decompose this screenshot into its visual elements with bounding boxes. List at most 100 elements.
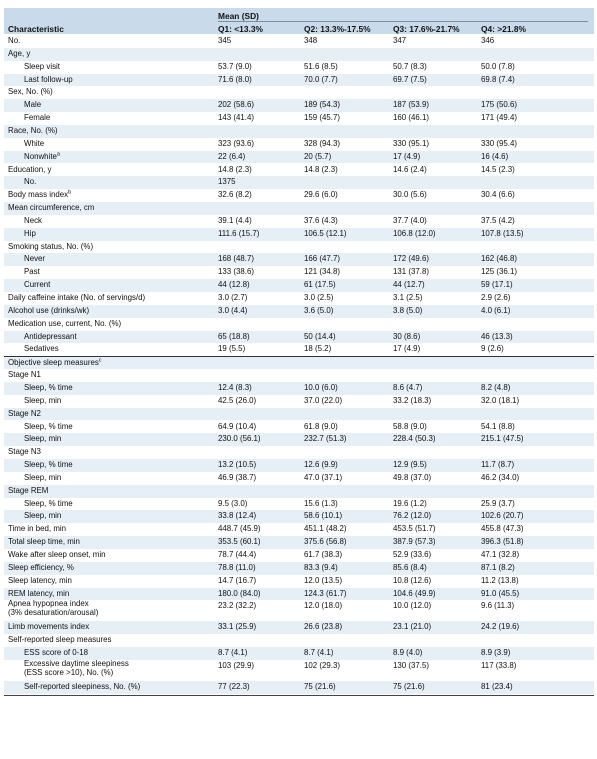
row-label: Time in bed, min [8, 523, 66, 536]
row-label: Hip [24, 228, 36, 241]
cell-q3: 131 (37.8) [393, 267, 429, 277]
table-row: Sleep visit 53.7 (9.0) 51.6 (8.5) 50.7 (8.3… [4, 61, 594, 74]
row-label-text: Daily caffeine intake (No. of servings/d… [8, 293, 146, 302]
cell-q2: 61 (17.5) [304, 280, 336, 290]
cell-q2: 10.0 (6.0) [304, 382, 338, 392]
cell-q3: 347 [393, 36, 407, 45]
cell-q1: 44 (12.8) [218, 280, 250, 290]
table-row: Body mass indexb 32.6 (8.2) 29.6 (6.0) 30.0… [4, 189, 594, 202]
cell-q4: 396.3 (51.8) [481, 537, 524, 547]
cell-q2: 51.6 (8.5) [304, 61, 338, 71]
table-row: Sleep, % time 13.2 (10.5) 12.6 (9.9) 12.9 (… [4, 459, 594, 472]
table-row: Male 202 (58.6) 189 (54.3) 187 (53.9) 175 (5… [4, 99, 594, 113]
cell-q1: 32.6 (8.2) [218, 190, 252, 200]
cell-q1: 103 (29.9) [218, 660, 254, 670]
row-label: Excessive daytime sleepiness (ESS score >… [24, 659, 129, 677]
cell-q2: 26.6 (23.8) [304, 622, 343, 632]
row-label: Apnea hypopnea index (3% desaturation/aro… [8, 600, 98, 617]
cell-q2: 75 (21.6) [304, 681, 336, 691]
row-label: Sleep, min [24, 433, 61, 446]
table-row: Time in bed, min 448.7 (45.9) 451.1 (48.2)… [4, 523, 594, 536]
cell-q4: 8.2 (4.8) [481, 382, 511, 392]
cell-q1: 111.6 (15.7) [218, 228, 260, 238]
cell-q1: 42.5 (26.0) [218, 395, 257, 405]
cell-q3: 130 (37.5) [393, 660, 429, 670]
cell-q3: 75 (21.6) [393, 681, 425, 691]
cell-q3: 69.7 (7.5) [393, 74, 427, 84]
cell-q3: 49.8 (37.0) [393, 472, 432, 482]
row-label-text: Last follow-up [24, 74, 73, 84]
cell-q1: 33.1 (25.9) [218, 622, 257, 632]
row-label-text: Neck [24, 215, 42, 225]
table-row: White 323 (93.6) 328 (94.3) 330 (95.1) 330 (… [4, 138, 594, 151]
row-label: Last follow-up [24, 74, 73, 87]
cell-q3: 52.9 (33.6) [393, 550, 432, 559]
cell-q4: 9 (2.6) [481, 344, 504, 354]
row-label: Sex, No. (%) [8, 86, 53, 99]
table-row: Nonwhitea 22 (6.4) 20 (5.7) 17 (4.9) 16 (4.6… [4, 150, 594, 164]
cell-q2: 106.5 (12.1) [304, 228, 347, 238]
cell-q2: 328 (94.3) [304, 138, 340, 148]
table-row: Sleep, min 46.9 (38.7) 47.0 (37.1) 49.8 (37… [4, 472, 594, 485]
cell-q1: 77 (22.3) [218, 681, 250, 691]
cell-q2: 15.6 (1.3) [304, 498, 338, 508]
row-label: Alcohol use (drinks/wk) [8, 305, 89, 318]
cell-q1: 53.7 (9.0) [218, 61, 252, 71]
row-label: Wake after sleep onset, min [8, 549, 106, 562]
row-label-text: Self-reported sleep measures [8, 635, 112, 645]
row-label-text: Apnea hypopnea index [8, 599, 89, 609]
cell-q3: 172 (49.6) [393, 254, 429, 264]
row-label: Sleep, min [24, 510, 61, 523]
row-label: White [24, 138, 44, 151]
table-row: Objective sleep measuresc [4, 356, 594, 370]
cell-q2: 20 (5.7) [304, 151, 332, 161]
footnote-marker: b [68, 189, 72, 196]
row-label-text: Sleep, % time [24, 460, 73, 470]
table-row: Never 168 (48.7) 166 (47.7) 172 (49.6) 162 (… [4, 253, 594, 267]
cell-q3: 19.6 (1.2) [393, 498, 427, 508]
cell-q4: 175 (50.6) [481, 100, 517, 110]
row-label: Stage N2 [8, 408, 41, 421]
table-row: Stage N1 [4, 369, 594, 382]
table-row: Smoking status, No. (%) [4, 241, 594, 254]
cell-q3: 17 (4.9) [393, 344, 421, 354]
row-label: Female [24, 112, 50, 125]
cell-q3: 50.7 (8.3) [393, 61, 427, 71]
cell-q1: 71.6 (8.0) [218, 74, 252, 84]
cell-q4: 50.0 (7.8) [481, 61, 515, 71]
cell-q3: 58.8 (9.0) [393, 421, 427, 431]
cell-q3: 104.6 (49.9) [393, 588, 436, 598]
row-label: Age, y [8, 48, 30, 61]
table-row: Sleep, % time 9.5 (3.0) 15.6 (1.3) 19.6 (1.… [4, 498, 594, 511]
table-row: Sleep, min 33.8 (12.4) 58.6 (10.1) 76.2 (12… [4, 510, 594, 524]
cell-q2: 451.1 (48.2) [304, 524, 347, 534]
cell-q4: 87.1 (8.2) [481, 562, 515, 572]
cell-q4: 46.2 (34.0) [481, 472, 520, 482]
cell-q1: 9.5 (3.0) [218, 498, 248, 508]
row-label: Never [24, 253, 45, 266]
cell-q4: 8.9 (3.9) [481, 648, 511, 658]
table-row: Self-reported sleepiness, No. (%) 77 (22.… [4, 680, 594, 694]
table-row: Last follow-up 71.6 (8.0) 70.0 (7.7) 69.7 (… [4, 73, 594, 87]
row-label-text: Sleep efficiency, % [8, 562, 74, 572]
cell-q3: 37.7 (4.0) [393, 215, 427, 225]
cell-q1: 78.8 (11.0) [218, 562, 256, 572]
row-label: Sleep, % time [24, 382, 73, 395]
row-label-text: Past [24, 267, 40, 277]
cell-q4: 162 (46.8) [481, 254, 517, 264]
row-label: Nonwhitea [24, 151, 60, 164]
table-row: Alcohol use (drinks/wk) 3.0 (4.4) 3.6 (5.0… [4, 304, 594, 318]
cell-q1: 33.8 (12.4) [218, 511, 257, 521]
cell-q2: 375.6 (56.8) [304, 537, 347, 547]
cell-q4: 346 [481, 36, 495, 45]
row-label: Sleep, % time [24, 421, 73, 434]
row-label-text: Sleep, min [24, 395, 62, 405]
row-label-text: Total sleep time, min [8, 537, 80, 547]
cell-q2: 121 (34.8) [304, 267, 340, 277]
table-row: REM latency, min 180.0 (84.0) 124.3 (61.7)… [4, 587, 594, 601]
cell-q1: 78.7 (44.4) [218, 550, 257, 559]
row-label-text: Race, No. (%) [8, 125, 58, 135]
table-row: Sex, No. (%) [4, 86, 594, 99]
row-label-text: Education, y [8, 164, 52, 174]
table-row: No. 1375 [4, 176, 594, 190]
